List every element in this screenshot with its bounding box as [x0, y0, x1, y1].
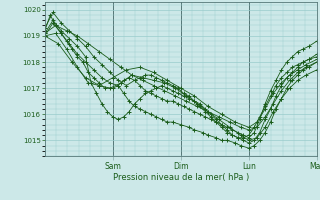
X-axis label: Pression niveau de la mer( hPa ): Pression niveau de la mer( hPa ) — [113, 173, 249, 182]
